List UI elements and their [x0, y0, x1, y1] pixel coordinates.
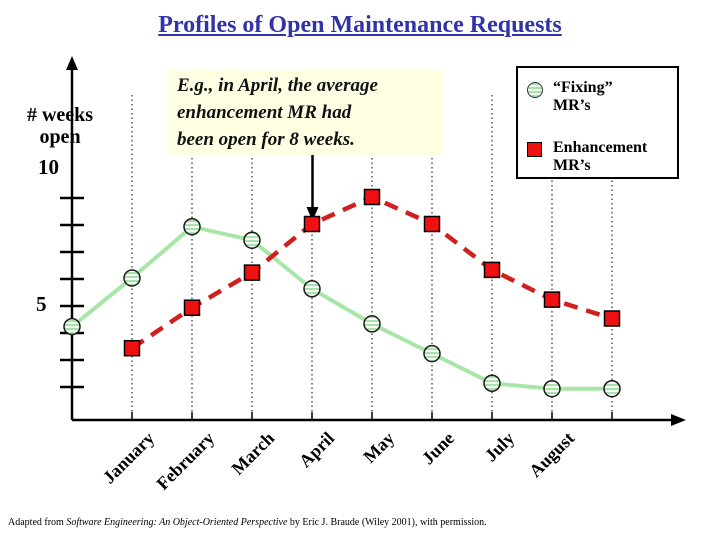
- legend-enhancement-line1: Enhancement: [553, 139, 648, 156]
- enhancement-square-icon: [527, 142, 542, 157]
- caption-suffix: by Eric J. Braude (Wiley 2001), with per…: [287, 517, 487, 528]
- callout-box: E.g., in April, the average enhancement …: [168, 69, 444, 155]
- fixing-line: [70, 224, 612, 391]
- enhancement-point: [423, 215, 441, 233]
- legend: “Fixing” MR’s Enhancement MR’s: [516, 66, 679, 179]
- enhancement-point: [483, 261, 501, 279]
- enhancement-point: [183, 299, 201, 316]
- fixing-point: [63, 317, 81, 336]
- x-axis-arrowhead: [671, 414, 686, 426]
- fixing-point: [303, 280, 321, 298]
- legend-fixing-line2: MR’s: [553, 97, 591, 114]
- legend-item-enhancement: Enhancement MR’s: [527, 139, 677, 175]
- y-tick-label-10: 10: [38, 155, 59, 179]
- enhancement-point: [543, 291, 561, 308]
- enhancement-point: [363, 188, 381, 206]
- y-tick-label-5: 5: [36, 292, 47, 316]
- legend-enhancement-line2: MR’s: [553, 157, 591, 174]
- fixing-circle-icon: [527, 82, 543, 98]
- enhancement-point: [123, 339, 141, 357]
- fixing-point: [183, 217, 201, 236]
- legend-item-fixing: “Fixing” MR’s: [527, 79, 677, 115]
- callout-line1: E.g., in April, the average: [177, 75, 378, 96]
- y-axis-title: # weeks open: [10, 104, 110, 148]
- page-title: Profiles of Open Maintenance Requests: [158, 12, 562, 38]
- fixing-point: [123, 269, 141, 287]
- y-axis-title-line2: open: [39, 126, 81, 148]
- fixing-point: [243, 231, 261, 249]
- callout-line2: enhancement MR had: [177, 102, 352, 123]
- enhancement-point: [243, 264, 261, 281]
- legend-label-fixing: “Fixing” MR’s: [553, 79, 613, 115]
- y-axis-arrowhead: [66, 56, 78, 70]
- enhancement-point: [603, 310, 621, 327]
- legend-label-enhancement: Enhancement MR’s: [553, 139, 647, 175]
- fixing-point: [423, 344, 441, 363]
- callout-line3: been open for 8 weeks.: [177, 129, 355, 150]
- enhancement-point: [303, 215, 321, 233]
- fixing-point: [543, 379, 561, 398]
- caption-book-title: Software Engineering: An Object-Oriented…: [66, 517, 288, 528]
- source-caption: Adapted from Software Engineering: An Ob…: [8, 517, 708, 528]
- callout-arrowhead: [306, 207, 319, 221]
- caption-prefix: Adapted from: [8, 517, 67, 528]
- fixing-point: [363, 315, 381, 333]
- fixing-point: [483, 374, 501, 393]
- y-axis-title-line1: # weeks: [26, 104, 94, 126]
- fixing-point: [603, 379, 621, 398]
- legend-fixing-line1: “Fixing”: [553, 79, 613, 96]
